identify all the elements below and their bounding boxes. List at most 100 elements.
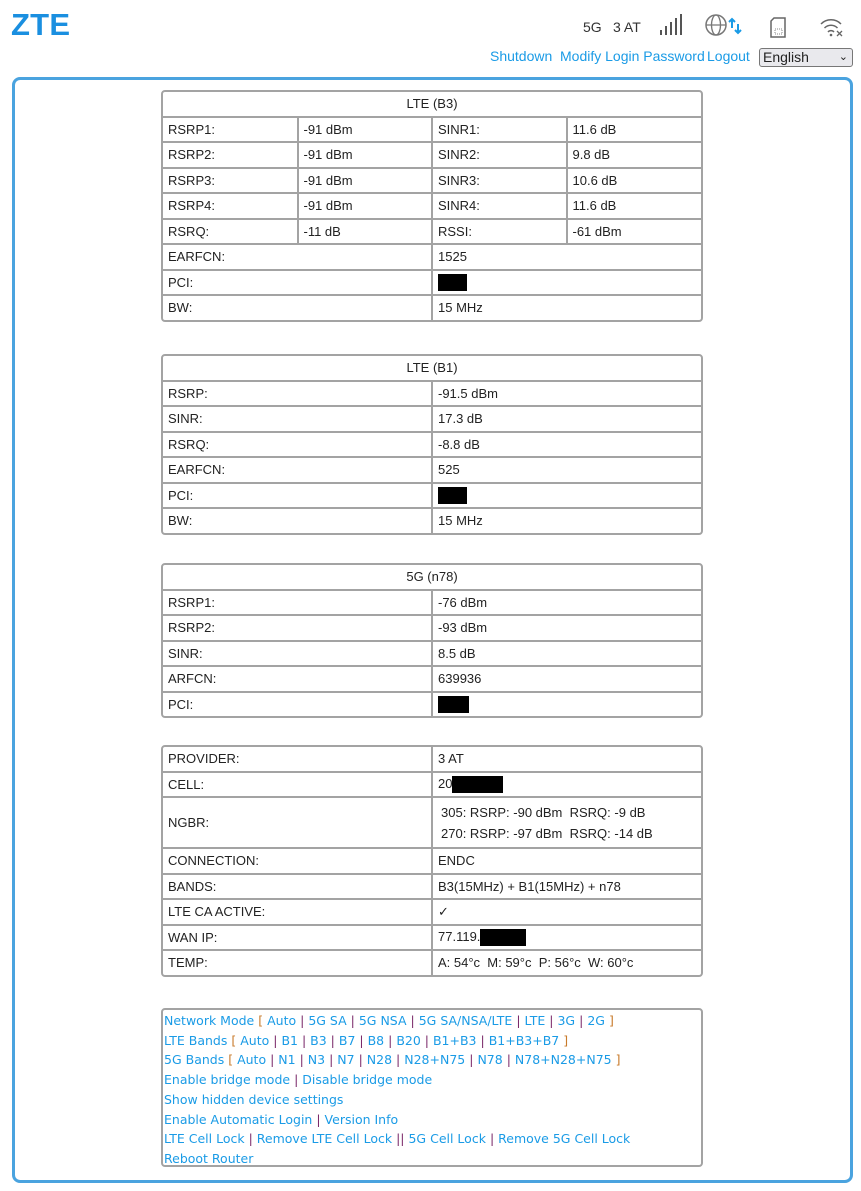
label: CELL: bbox=[163, 770, 433, 798]
nr-bands-option-link[interactable]: N3 bbox=[307, 1052, 326, 1068]
nr-bands-option-link[interactable]: N28+N75 bbox=[404, 1052, 466, 1068]
label: RSRP2: bbox=[163, 141, 299, 169]
table-row: BW: 15 MHz bbox=[163, 294, 701, 320]
lte-bands-option-link[interactable]: B20 bbox=[396, 1032, 421, 1048]
network-mode-option-link[interactable]: LTE bbox=[524, 1013, 546, 1028]
value: -91 dBm bbox=[296, 141, 433, 169]
remove-nr-cell-lock-link[interactable]: Remove 5G Cell Lock bbox=[498, 1131, 631, 1147]
lte-bands-option-link[interactable]: B8 bbox=[367, 1032, 385, 1048]
value: B3(15MHz) + B1(15MHz) + n78 bbox=[431, 872, 701, 900]
label: RSRP: bbox=[163, 379, 433, 407]
network-mode-label-link[interactable]: Network Mode bbox=[164, 1013, 255, 1028]
table-row: RSRP: -91.5 dBm bbox=[163, 379, 701, 407]
nr-bands-option-link[interactable]: N78+N28+N75 bbox=[514, 1052, 612, 1068]
enable-auto-login-link[interactable]: Enable Automatic Login bbox=[164, 1111, 313, 1127]
reboot-router-link[interactable]: Reboot Router bbox=[164, 1150, 254, 1166]
table-row: RSRP1: -76 dBm bbox=[163, 588, 701, 616]
label: EARFCN: bbox=[163, 243, 433, 271]
network-mode-option-link[interactable]: 5G SA bbox=[308, 1013, 347, 1028]
bracket: [ bbox=[258, 1013, 264, 1028]
table-row: RSRP4: -91 dBm SINR4: 11.6 dB bbox=[163, 192, 701, 220]
table-row: BANDS: B3(15MHz) + B1(15MHz) + n78 bbox=[163, 872, 701, 900]
redacted-block bbox=[438, 486, 467, 504]
label: PROVIDER: bbox=[163, 747, 433, 773]
nr-cell-lock-link[interactable]: 5G Cell Lock bbox=[408, 1131, 486, 1147]
label: PCI: bbox=[163, 481, 433, 509]
nr-bands-label-link[interactable]: 5G Bands bbox=[164, 1052, 225, 1068]
table-row: EARFCN: 1525 bbox=[163, 243, 701, 271]
network-mode-line: Network Mode [ Auto | 5G SA | 5G NSA | 5… bbox=[164, 1011, 701, 1031]
lte-cell-lock-link[interactable]: LTE Cell Lock bbox=[164, 1131, 245, 1147]
table-row: WAN IP: 77.119. bbox=[163, 923, 701, 951]
bridge-line: Enable bridge mode | Disable bridge mode bbox=[164, 1072, 433, 1088]
logout-link[interactable]: Logout bbox=[707, 48, 750, 64]
network-mode-option-link[interactable]: 5G SA/NSA/LTE bbox=[418, 1013, 513, 1028]
lte-bands-option-link[interactable]: B7 bbox=[338, 1032, 356, 1048]
separator: | bbox=[506, 1052, 511, 1068]
label: TEMP: bbox=[163, 949, 433, 975]
table-title: LTE (B1) bbox=[163, 356, 701, 382]
network-mode-option-link[interactable]: 2G bbox=[587, 1013, 605, 1028]
label: RSSI: bbox=[431, 217, 568, 245]
separator: | bbox=[480, 1032, 485, 1048]
signal-bars-icon bbox=[660, 14, 682, 35]
language-select[interactable]: English ⌄ bbox=[759, 48, 853, 67]
table-row: SINR: 8.5 dB bbox=[163, 639, 701, 667]
enable-bridge-link[interactable]: Enable bridge mode bbox=[164, 1072, 291, 1088]
modify-password-link[interactable]: Modify Login Password bbox=[560, 48, 705, 64]
table-row: RSRP1: -91 dBm SINR1: 11.6 dB bbox=[163, 115, 701, 143]
separator: | bbox=[579, 1013, 584, 1028]
network-mode-option-link[interactable]: Auto bbox=[267, 1013, 297, 1028]
value: 1525 bbox=[431, 243, 701, 271]
label: ARFCN: bbox=[163, 665, 433, 693]
bracket: [ bbox=[231, 1032, 237, 1048]
show-hidden-settings-link[interactable]: Show hidden device settings bbox=[164, 1091, 344, 1107]
label: RSRQ: bbox=[163, 217, 299, 245]
chevron-down-icon: ⌄ bbox=[838, 51, 848, 63]
value: -76 dBm bbox=[431, 588, 701, 616]
nr-bands-line: 5G Bands [ Auto | N1 | N3 | N7 | N28 | N… bbox=[164, 1050, 701, 1070]
nr-bands-option-link[interactable]: N1 bbox=[278, 1052, 296, 1068]
label: RSRQ: bbox=[163, 430, 433, 458]
value: 10.6 dB bbox=[565, 166, 701, 194]
nr-bands-option-link[interactable]: N28 bbox=[366, 1052, 393, 1068]
lte-bands-option-link[interactable]: B3 bbox=[310, 1032, 327, 1048]
table-row: BW: 15 MHz bbox=[163, 507, 701, 533]
lte-bands-label-link[interactable]: LTE Bands bbox=[164, 1032, 228, 1048]
value: -11 dB bbox=[296, 217, 433, 245]
disable-bridge-link[interactable]: Disable bridge mode bbox=[302, 1072, 433, 1088]
label: BANDS: bbox=[163, 872, 433, 900]
nr-bands-option-link[interactable]: N7 bbox=[337, 1052, 355, 1068]
check-icon: ✓ bbox=[431, 898, 701, 926]
version-info-link[interactable]: Version Info bbox=[324, 1111, 399, 1127]
nr-bands-option-link[interactable]: N78 bbox=[477, 1052, 503, 1068]
value: -91 dBm bbox=[296, 192, 433, 220]
bracket: ] bbox=[563, 1032, 569, 1048]
main-frame bbox=[12, 77, 853, 1183]
neighbor-cell: 270: RSRP: -97 dBm RSRQ: -14 dB bbox=[441, 825, 653, 841]
remove-lte-cell-lock-link[interactable]: Remove LTE Cell Lock bbox=[256, 1131, 393, 1147]
label: RSRP1: bbox=[163, 115, 299, 143]
lte-bands-option-link[interactable]: Auto bbox=[240, 1032, 270, 1048]
lte-bands-option-link[interactable]: B1+B3+B7 bbox=[488, 1032, 560, 1048]
label: NGBR: bbox=[163, 796, 433, 849]
table-row: RSRP2: -93 dBm bbox=[163, 614, 701, 642]
value: 3 AT bbox=[431, 747, 701, 773]
shutdown-link[interactable]: Shutdown bbox=[490, 48, 553, 64]
value: 11.6 dB bbox=[565, 115, 701, 143]
table-title: 5G (n78) bbox=[163, 565, 701, 591]
network-mode-option-link[interactable]: 5G NSA bbox=[358, 1013, 407, 1028]
lte-bands-option-link[interactable]: B1 bbox=[281, 1032, 298, 1048]
lte-bands-option-link[interactable]: B1+B3 bbox=[432, 1032, 477, 1048]
bracket: ] bbox=[608, 1013, 614, 1028]
nr-bands-option-link[interactable]: Auto bbox=[237, 1052, 267, 1068]
network-mode-option-link[interactable]: 3G bbox=[557, 1013, 576, 1028]
separator: | bbox=[516, 1013, 521, 1028]
provider-name: 3 AT bbox=[613, 19, 641, 35]
table-row: RSRP3: -91 dBm SINR3: 10.6 dB bbox=[163, 166, 701, 194]
nr-n78-table: 5G (n78) RSRP1: -76 dBm RSRP2: -93 dBm SIN… bbox=[161, 563, 703, 718]
separator: | bbox=[410, 1013, 415, 1028]
value: 15 MHz bbox=[431, 507, 701, 533]
redacted-block bbox=[480, 928, 527, 946]
language-value: English bbox=[763, 49, 809, 65]
